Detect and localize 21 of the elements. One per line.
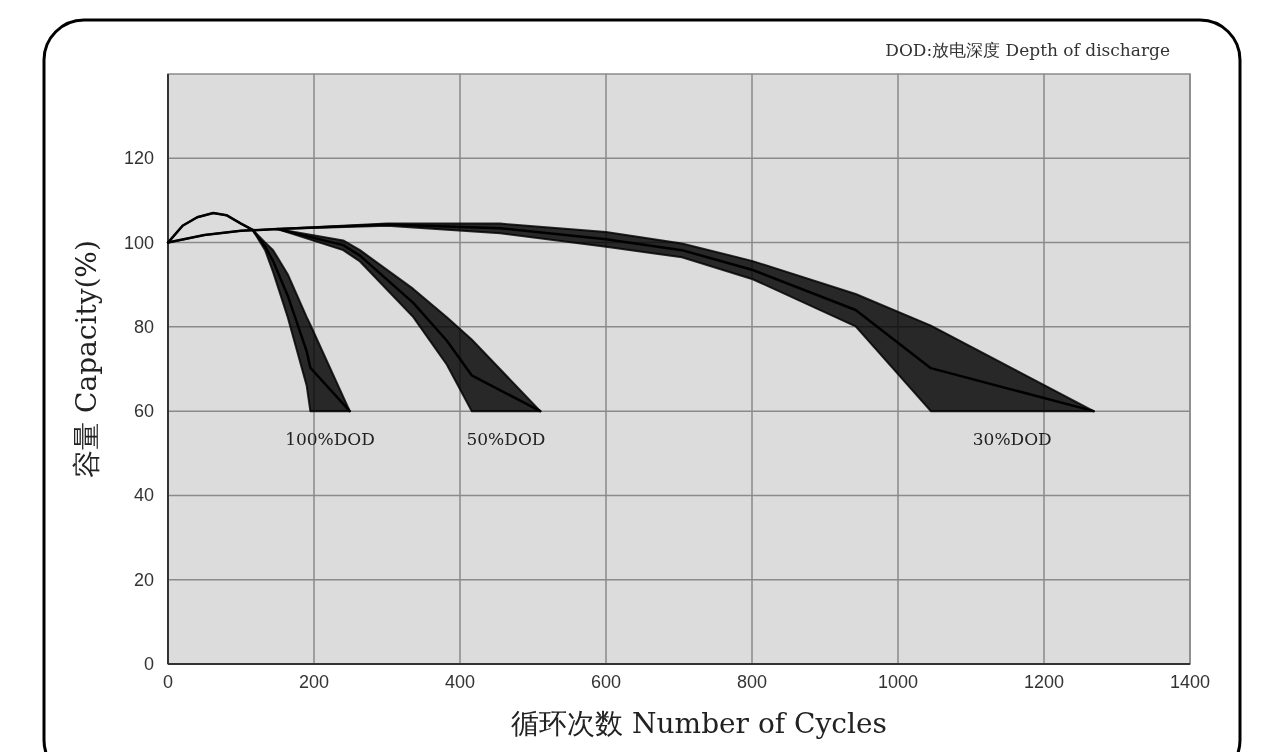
x-tick-label: 600 xyxy=(590,672,622,692)
series-label: 50%DOD xyxy=(466,429,546,450)
x-tick-label: 1200 xyxy=(1023,672,1065,692)
y-tick-label: 120 xyxy=(123,148,154,169)
x-tick-label: 800 xyxy=(736,672,768,692)
x-tick-label: 0 xyxy=(162,672,174,692)
x-tick-label: 1000 xyxy=(877,672,919,692)
x-tick-label: 200 xyxy=(298,672,330,692)
text: DOD:放电深度 Depth of discharge xyxy=(885,40,1170,60)
y-axis-title: 容量 Capacity(%) xyxy=(70,240,103,478)
y-tick-label: 20 xyxy=(133,569,154,590)
y-tick-label: 0 xyxy=(143,654,154,674)
y-tick-label: 80 xyxy=(133,316,154,337)
y-tick-label: 100 xyxy=(123,232,154,253)
series-label: 30%DOD xyxy=(972,429,1052,450)
x-axis-title: 循环次数 Number of Cycles xyxy=(511,707,887,740)
series-label: 100%DOD xyxy=(285,429,375,450)
x-tick-label: 400 xyxy=(444,672,476,692)
y-tick-label: 40 xyxy=(133,485,154,506)
y-tick-label: 60 xyxy=(133,401,154,422)
x-tick-label: 1400 xyxy=(1169,672,1211,692)
